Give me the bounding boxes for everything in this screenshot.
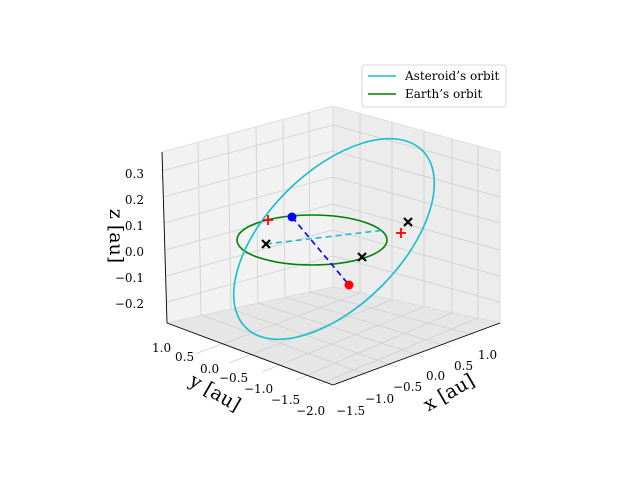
y-tick: −0.5 bbox=[219, 371, 248, 385]
z-tick: 0.0 bbox=[125, 245, 144, 259]
x-tick: 0.0 bbox=[426, 369, 445, 383]
x-tick: −0.5 bbox=[393, 380, 422, 394]
pane-right bbox=[332, 105, 501, 324]
x-tick: 1.0 bbox=[478, 348, 497, 362]
z-tick: 0.2 bbox=[125, 193, 144, 207]
legend-label-asteroid: Asteroid’s orbit bbox=[404, 69, 499, 83]
z-tick: 0.3 bbox=[125, 167, 144, 181]
black-x-marker bbox=[357, 252, 367, 262]
z-ticks: 0.3 0.2 0.1 0.0 −0.1 −0.2 bbox=[115, 167, 144, 311]
back-panes bbox=[161, 105, 502, 386]
axis-lines bbox=[161, 151, 501, 386]
x-tick: 0.5 bbox=[454, 359, 473, 373]
asteroid-orbit-line bbox=[232, 137, 436, 341]
black-x-marker bbox=[403, 217, 413, 227]
z-axis-line bbox=[161, 151, 168, 324]
x-tick: −1.5 bbox=[336, 404, 365, 418]
earth-orbit-line bbox=[236, 214, 388, 266]
z-tick: −0.1 bbox=[115, 271, 144, 285]
y-tick: 1.0 bbox=[152, 341, 171, 355]
z-tick: −0.2 bbox=[115, 297, 144, 311]
y-ticks: 1.0 0.5 0.0 −0.5 −1.0 −1.5 −2.0 bbox=[152, 341, 325, 418]
position-drop-dashed bbox=[291, 216, 350, 286]
y-tick: −1.5 bbox=[271, 393, 300, 407]
x-axis-line bbox=[332, 322, 501, 386]
y-tick: 0.0 bbox=[200, 362, 219, 376]
projected-position-point bbox=[344, 280, 354, 290]
y-tick: −1.0 bbox=[244, 382, 273, 396]
y-axis-line bbox=[166, 322, 334, 386]
x-ticks: −1.5 −1.0 −0.5 0.0 0.5 1.0 bbox=[336, 348, 497, 418]
z-tick: 0.1 bbox=[125, 219, 144, 233]
black-x-marker bbox=[261, 239, 271, 249]
z-axis-label: z [au] bbox=[105, 209, 127, 263]
y-tick: 0.5 bbox=[175, 350, 194, 364]
red-plus-marker bbox=[396, 228, 406, 238]
x-tick: −1.0 bbox=[365, 392, 394, 406]
legend-box bbox=[361, 64, 507, 108]
red-plus-marker bbox=[263, 215, 273, 225]
orbit-lines bbox=[232, 137, 436, 341]
legend: Asteroid’s orbit Earth’s orbit bbox=[361, 64, 507, 108]
y-tick: −2.0 bbox=[296, 404, 325, 418]
grid-lines bbox=[161, 111, 501, 385]
asteroid-position-point bbox=[287, 212, 297, 222]
markers bbox=[261, 212, 413, 290]
legend-label-earth: Earth’s orbit bbox=[405, 87, 482, 101]
